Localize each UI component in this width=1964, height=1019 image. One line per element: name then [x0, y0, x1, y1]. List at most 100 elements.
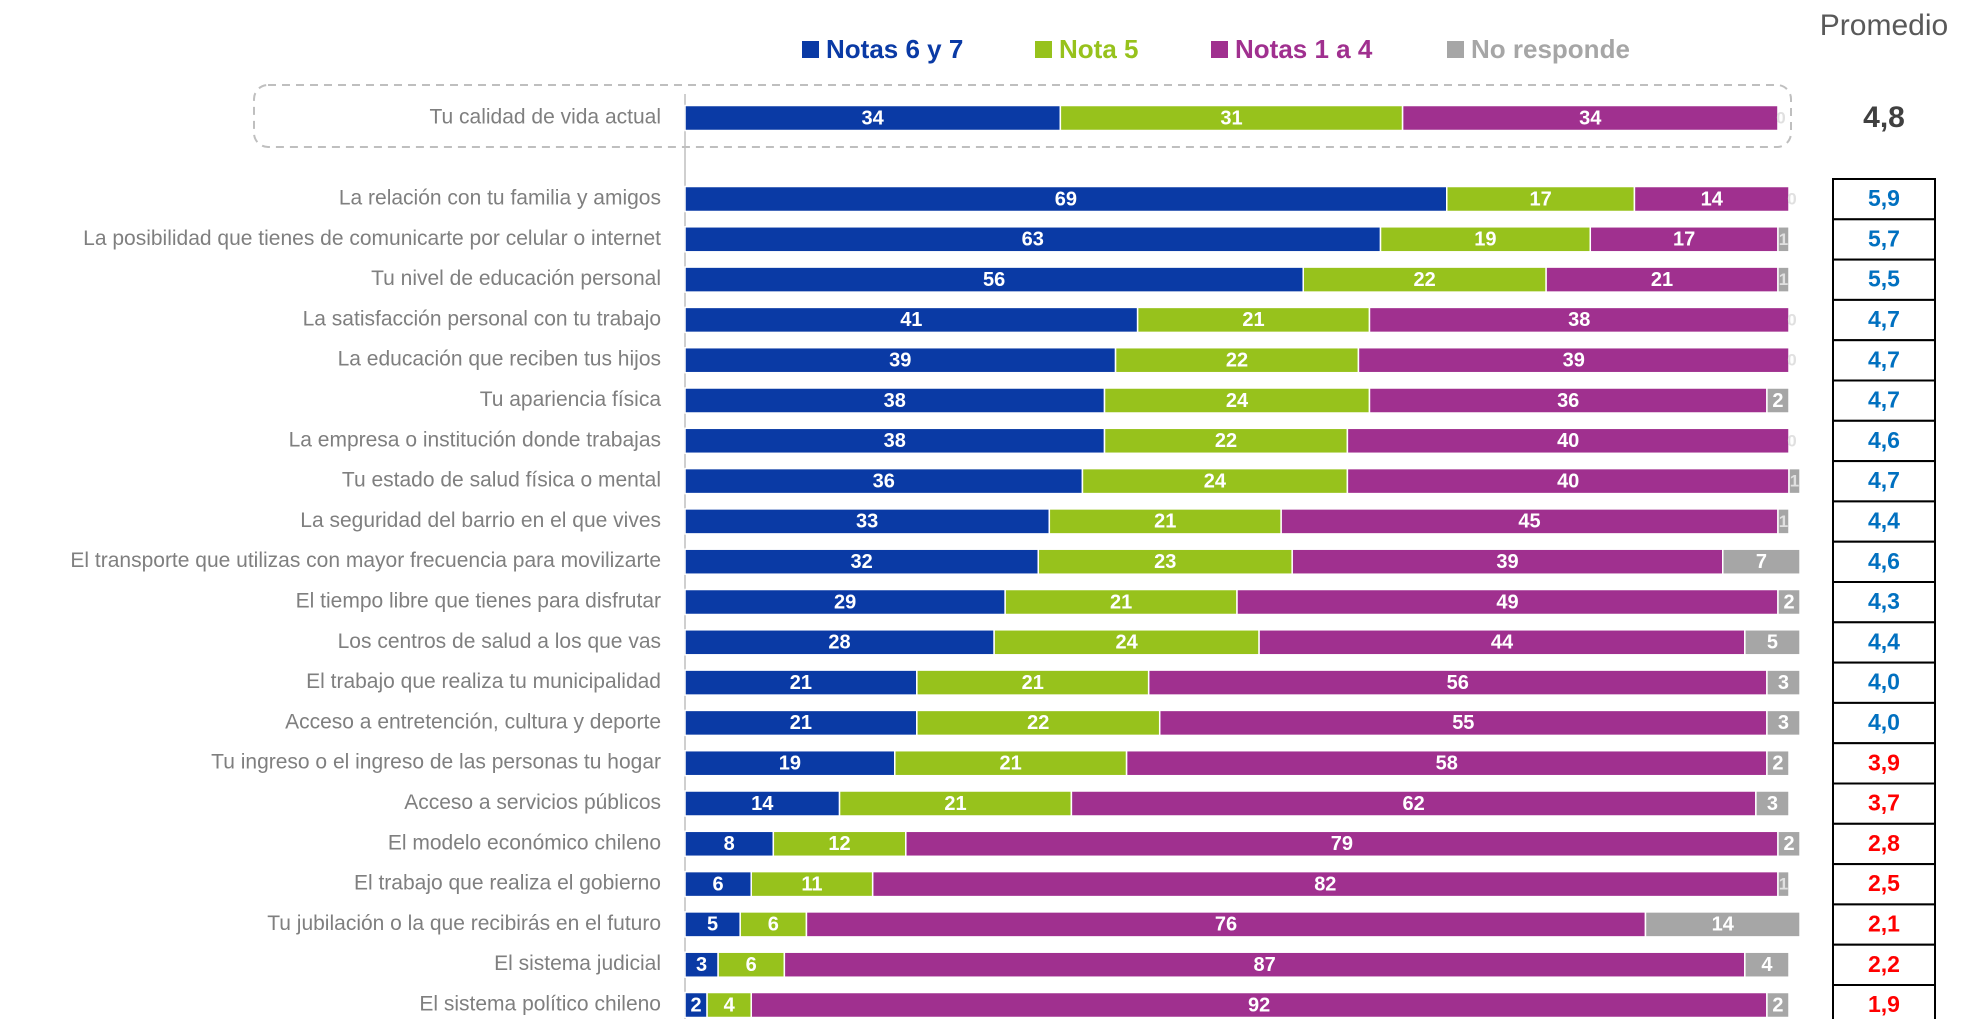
- bar-segment: [706, 991, 752, 1019]
- bar-segment: [1766, 387, 1790, 414]
- segment-label: 1: [1790, 472, 1799, 491]
- legend-swatch: [1035, 41, 1052, 58]
- category-label: Tu apariencia física: [480, 388, 662, 411]
- bar-segment: [684, 790, 841, 817]
- promedio-value: 4,7: [1868, 387, 1900, 413]
- segment-label: 6: [713, 873, 724, 895]
- segment-label: 14: [751, 793, 774, 815]
- promedio-value: 5,9: [1868, 185, 1900, 211]
- promedio-value: 3,9: [1868, 749, 1900, 775]
- segment-label: 0: [1787, 351, 1796, 370]
- segment-label: 11: [801, 873, 822, 895]
- bar-segment: [1446, 185, 1636, 213]
- segment-label: 28: [828, 632, 850, 654]
- promedio-box: [1832, 903, 1936, 946]
- promedio-box: [1832, 379, 1936, 422]
- bar-segment: [1258, 629, 1746, 656]
- promedio-box: [1832, 298, 1936, 342]
- bar-segment: [739, 911, 808, 938]
- segment-label: 49: [1496, 591, 1518, 613]
- segment-label: 56: [983, 269, 1005, 291]
- category-label: El trabajo que realiza el gobierno: [354, 872, 661, 895]
- segment-label: 21: [1110, 591, 1132, 613]
- promedio-box: [1832, 661, 1936, 704]
- bar-segment: [1777, 870, 1790, 898]
- promedio-box: [1832, 984, 1936, 1019]
- bar-segment: [1722, 548, 1801, 575]
- bar-segment: [684, 749, 896, 777]
- segment-label: 3: [1767, 793, 1778, 815]
- promedio-value: 4,8: [1863, 101, 1905, 134]
- segment-label: 56: [1447, 672, 1469, 694]
- segment-label: 79: [1331, 833, 1353, 855]
- segment-label: 3: [1778, 712, 1789, 734]
- category-label: La relación con tu familia y amigos: [339, 187, 661, 210]
- category-label: La seguridad del barrio en el que vives: [300, 509, 661, 532]
- category-label: Tu nivel de educación personal: [371, 267, 661, 290]
- bar-segment: [684, 226, 1382, 253]
- segment-label: 62: [1403, 793, 1425, 815]
- bar-segment: [1589, 226, 1779, 253]
- promedio-value: 4,7: [1868, 346, 1900, 372]
- segment-label: 33: [856, 511, 878, 533]
- legend-swatch: [1211, 41, 1228, 58]
- segment-label: 31: [1220, 107, 1242, 129]
- promedio-box: [1832, 540, 1936, 584]
- bar-segment: [1158, 709, 1768, 737]
- segment-label: 39: [1496, 551, 1518, 573]
- category-label: La empresa o institución donde trabajas: [289, 428, 661, 451]
- bar-segment: [1368, 306, 1790, 334]
- segment-label: 23: [1154, 551, 1176, 573]
- segment-label: 1: [1779, 512, 1788, 531]
- promedio-value: 2,2: [1868, 951, 1900, 977]
- segment-label: 14: [1701, 188, 1724, 210]
- segment-label: 21: [944, 793, 966, 815]
- segment-label: 41: [900, 309, 922, 331]
- segment-label: 2: [1772, 390, 1783, 412]
- category-label: La satisfacción personal con tu trabajo: [303, 307, 661, 330]
- segment-label: 40: [1557, 470, 1579, 492]
- promedio-box: [1832, 218, 1936, 261]
- bar-segment: [684, 548, 1040, 575]
- bar-segment: [1633, 185, 1790, 213]
- segment-label: 1: [1779, 230, 1788, 249]
- promedio-box: [1832, 178, 1936, 221]
- bar-segment: [684, 830, 775, 858]
- bar-segment: [1766, 709, 1801, 737]
- bar-segment: [1103, 427, 1349, 455]
- bar-segment: [1777, 830, 1801, 858]
- bar-segment: [783, 951, 1746, 978]
- promedio-value: 5,7: [1868, 225, 1900, 251]
- promedio-value: 4,0: [1868, 669, 1900, 695]
- segment-label: 44: [1491, 632, 1514, 654]
- bar-segment: [684, 669, 918, 696]
- legend-label: Nota 5: [1059, 34, 1138, 64]
- bar-segment: [1004, 588, 1238, 616]
- bar-segment: [1059, 104, 1404, 132]
- category-label: El tiempo libre que tienes para disfruta…: [296, 590, 661, 613]
- segment-label: 24: [1115, 632, 1138, 654]
- bar-segment: [1368, 387, 1768, 414]
- bar-segment: [684, 951, 719, 978]
- segment-label: 39: [1563, 349, 1585, 371]
- legend-label: Notas 6 y 7: [826, 34, 963, 64]
- segment-label: 24: [1204, 470, 1227, 492]
- bar-segment: [1280, 508, 1779, 535]
- segment-label: 0: [1776, 108, 1785, 127]
- bar-segment: [1037, 548, 1293, 575]
- promedio-value: 5,5: [1868, 266, 1900, 292]
- segment-label: 17: [1673, 229, 1695, 251]
- bar-segment: [1357, 346, 1790, 374]
- promedio-value: 3,7: [1868, 790, 1900, 816]
- segment-label: 2: [1772, 752, 1783, 774]
- promedio-box: [1832, 258, 1936, 301]
- bar-segment: [1114, 346, 1360, 374]
- category-label: Acceso a entretención, cultura y deporte: [285, 710, 661, 733]
- bar-segment: [1644, 911, 1801, 938]
- segment-label: 32: [851, 551, 873, 573]
- bar-segment: [905, 830, 1779, 858]
- segment-label: 22: [1414, 269, 1436, 291]
- segment-label: 2: [1783, 833, 1794, 855]
- segment-label: 0: [1787, 431, 1796, 450]
- promedio-value: 2,8: [1868, 830, 1900, 856]
